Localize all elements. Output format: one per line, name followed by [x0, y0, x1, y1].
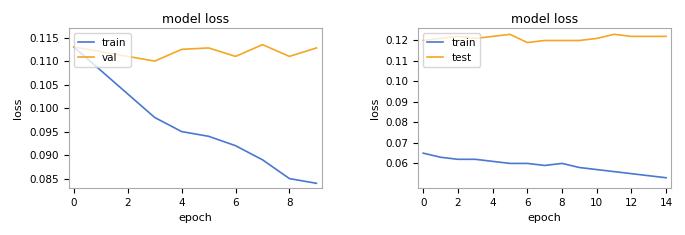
test: [540, 39, 549, 42]
val: [177, 48, 186, 51]
val: [205, 47, 213, 49]
val: [312, 47, 321, 49]
val: [124, 55, 132, 58]
train: [540, 164, 549, 167]
test: [471, 37, 480, 40]
test: [488, 35, 497, 38]
X-axis label: epoch: epoch: [178, 213, 212, 223]
train: [258, 158, 266, 161]
train: [471, 158, 480, 161]
train: [645, 174, 653, 177]
train: [97, 69, 105, 72]
train: [286, 177, 294, 180]
Line: test: test: [423, 34, 666, 43]
test: [506, 33, 514, 36]
train: [436, 156, 445, 159]
train: [312, 182, 321, 185]
test: [610, 33, 618, 36]
Title: model loss: model loss: [511, 13, 578, 26]
val: [70, 46, 78, 48]
val: [232, 55, 240, 58]
test: [627, 35, 636, 38]
Y-axis label: loss: loss: [14, 98, 23, 119]
test: [645, 35, 653, 38]
train: [593, 168, 601, 171]
train: [558, 162, 566, 165]
test: [558, 39, 566, 42]
val: [286, 55, 294, 58]
train: [575, 166, 584, 169]
train: [523, 162, 532, 165]
train: [488, 160, 497, 163]
val: [258, 43, 266, 46]
train: [70, 46, 78, 48]
train: [610, 170, 618, 173]
train: [662, 176, 670, 179]
val: [97, 50, 105, 53]
train: [205, 135, 213, 138]
test: [593, 37, 601, 40]
test: [523, 41, 532, 44]
test: [419, 39, 427, 42]
train: [232, 144, 240, 147]
test: [662, 35, 670, 38]
Line: train: train: [74, 47, 316, 183]
Legend: train, val: train, val: [74, 33, 131, 67]
train: [177, 130, 186, 133]
train: [506, 162, 514, 165]
X-axis label: epoch: epoch: [527, 213, 562, 223]
val: [151, 60, 159, 63]
test: [436, 37, 445, 40]
Y-axis label: loss: loss: [370, 98, 379, 119]
train: [627, 172, 636, 175]
train: [151, 116, 159, 119]
train: [419, 152, 427, 155]
Line: train: train: [423, 153, 666, 178]
Line: val: val: [74, 45, 316, 61]
Legend: train, test: train, test: [423, 33, 480, 67]
test: [575, 39, 584, 42]
train: [124, 93, 132, 95]
test: [454, 35, 462, 38]
train: [454, 158, 462, 161]
Title: model loss: model loss: [162, 13, 229, 26]
